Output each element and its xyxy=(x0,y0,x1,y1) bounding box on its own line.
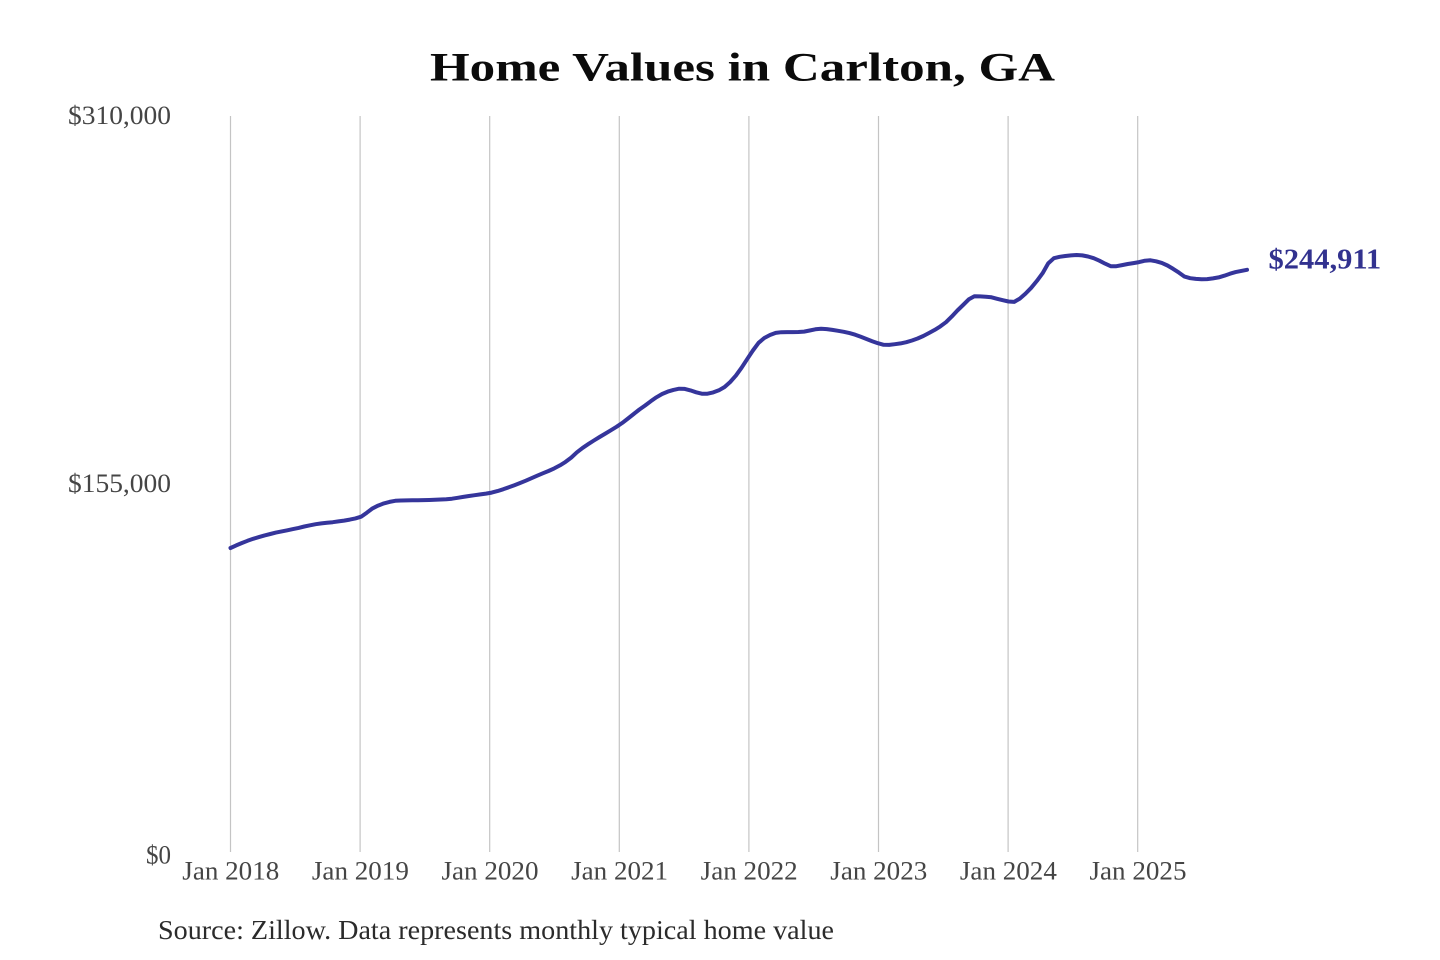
svg-text:Jan 2020: Jan 2020 xyxy=(442,857,539,886)
svg-text:Jan 2018: Jan 2018 xyxy=(182,857,279,886)
svg-text:$244,911: $244,911 xyxy=(1269,245,1382,276)
svg-text:$0: $0 xyxy=(146,841,171,870)
svg-text:$155,000: $155,000 xyxy=(68,469,171,498)
svg-text:Home Values in Carlton, GA: Home Values in Carlton, GA xyxy=(430,45,1055,90)
svg-text:Jan 2022: Jan 2022 xyxy=(701,857,798,886)
svg-text:Jan 2023: Jan 2023 xyxy=(830,857,927,886)
svg-text:Jan 2021: Jan 2021 xyxy=(571,857,668,886)
svg-text:Jan 2024: Jan 2024 xyxy=(960,857,1057,886)
svg-text:Jan 2025: Jan 2025 xyxy=(1090,857,1187,886)
svg-text:Jan 2019: Jan 2019 xyxy=(312,857,409,886)
svg-text:$310,000: $310,000 xyxy=(68,101,171,130)
svg-text:Source: Zillow. Data represent: Source: Zillow. Data represents monthly … xyxy=(158,915,834,945)
